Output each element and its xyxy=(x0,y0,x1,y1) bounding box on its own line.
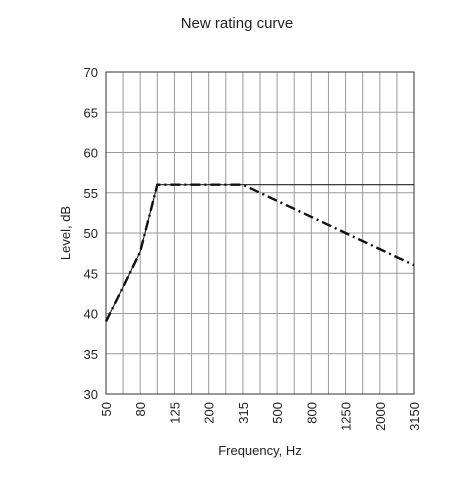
x-tick-label-9: 3150 xyxy=(407,402,422,431)
x-tick-label-0: 50 xyxy=(99,402,114,416)
x-tick-label-7: 1250 xyxy=(339,402,354,431)
x-tick-label-4: 315 xyxy=(236,402,251,424)
chart-title: New rating curve xyxy=(180,15,294,32)
x-tick-label-5: 500 xyxy=(270,402,285,424)
y-axis-label: Level, dB xyxy=(58,206,73,260)
series-lines xyxy=(104,183,415,323)
y-tick-labels: 30 35 40 45 50 55 60 65 70 xyxy=(84,65,98,402)
y-tick-label-6: 60 xyxy=(84,146,98,161)
y-tick-label-8: 70 xyxy=(84,65,98,80)
plot-frame xyxy=(105,71,415,395)
y-tick-label-4: 50 xyxy=(84,226,98,241)
x-axis-label: Frequency, Hz xyxy=(218,443,302,458)
y-tick-label-1: 35 xyxy=(84,347,98,362)
x-tick-label-6: 800 xyxy=(304,402,319,424)
y-tick-label-0: 30 xyxy=(84,387,98,402)
y-tick-label-5: 55 xyxy=(84,186,98,201)
x-tick-label-1: 80 xyxy=(133,402,148,416)
x-tick-label-8: 2000 xyxy=(373,402,388,431)
grid-lines xyxy=(105,71,415,395)
y-tick-label-7: 65 xyxy=(84,105,98,120)
x-tick-label-2: 125 xyxy=(167,402,182,424)
y-tick-label-2: 40 xyxy=(84,307,98,322)
series-line-1 xyxy=(104,183,415,323)
x-tick-label-3: 200 xyxy=(202,402,217,424)
x-tick-labels: 50 80 125 200 315 500 800 1250 2000 3150 xyxy=(99,402,422,431)
y-tick-label-3: 45 xyxy=(84,266,98,281)
